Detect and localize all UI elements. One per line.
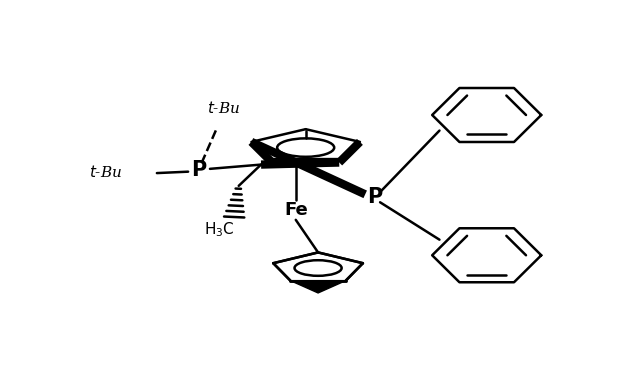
Text: Fe: Fe bbox=[284, 201, 308, 219]
Text: H$_3$C: H$_3$C bbox=[204, 220, 234, 239]
Polygon shape bbox=[291, 281, 346, 293]
Text: P: P bbox=[191, 160, 207, 180]
Text: $t$-Bu: $t$-Bu bbox=[207, 100, 241, 116]
Text: $t$-Bu: $t$-Bu bbox=[89, 164, 122, 180]
Text: P: P bbox=[367, 187, 383, 207]
